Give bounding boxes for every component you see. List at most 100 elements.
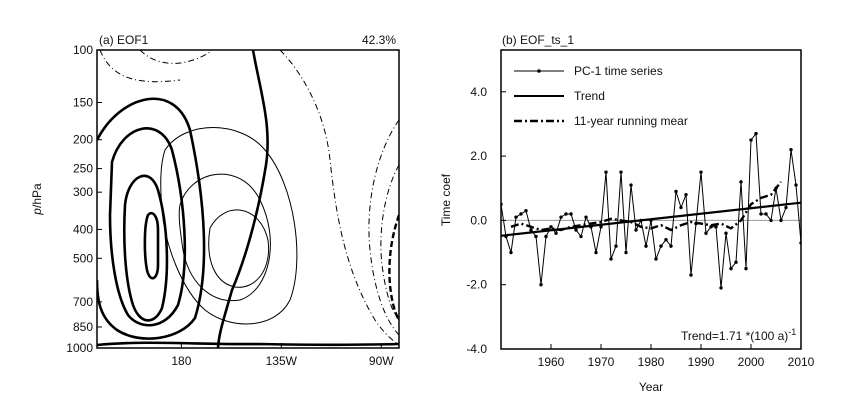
- series-line-0: [501, 132, 801, 288]
- pc1-data-point: [524, 209, 528, 213]
- panel-a-yticks: 100 150 200 250 300 400 500 700 850 1000: [66, 43, 102, 355]
- panel-a-ytick-label: 850: [73, 320, 93, 334]
- panel-a-ytick-label: 700: [73, 295, 93, 309]
- panel-a-label: (a) EOF1: [99, 33, 149, 47]
- panel-a-ytick-label: 250: [73, 162, 93, 176]
- trend-annotation-exponent: -1: [788, 327, 796, 337]
- pc1-data-point: [674, 189, 678, 194]
- pc1-data-point: [759, 212, 763, 216]
- pc1-data-point: [644, 244, 648, 248]
- panel-a-variance: 42.3%: [362, 33, 396, 47]
- panel-a-ylabel: p/hPa: [30, 183, 44, 216]
- pc1-data-point: [534, 234, 538, 239]
- panel-b-xtick-label: 1970: [588, 355, 615, 369]
- pc1-data-point: [624, 250, 628, 255]
- contour-positive-2: [108, 127, 187, 327]
- pc1-data-point: [594, 250, 598, 255]
- pc1-data-point: [769, 218, 773, 223]
- pc1-data-point: [699, 170, 703, 174]
- contour-dashdot-5: [380, 164, 399, 321]
- pc1-data-point: [574, 228, 578, 232]
- trend-annotation: Trend=1.71 *(100 a)-1: [681, 327, 796, 343]
- pc1-data-point: [554, 231, 558, 235]
- pc1-data-point: [559, 215, 563, 219]
- pc1-data-point: [539, 282, 543, 287]
- contour-negative-2: [178, 173, 271, 302]
- contour-positive-1: [97, 97, 206, 340]
- contour-dashdot-2: [139, 50, 211, 64]
- panel-b-xtick-label: 1990: [688, 355, 715, 369]
- pc1-data-point: [599, 225, 603, 229]
- pc1-data-point: [604, 170, 608, 174]
- pc1-data-point: [679, 205, 683, 210]
- pc1-data-point: [529, 228, 533, 232]
- legend-label-trend: Trend: [574, 89, 605, 103]
- panel-b-ytick-label: 2.0: [470, 149, 487, 163]
- pc1-data-point: [584, 215, 588, 219]
- pc1-data-point: [569, 212, 573, 216]
- panel-b-xtick-label: 1980: [638, 355, 665, 369]
- pc1-data-point: [739, 180, 743, 184]
- trend-annotation-text: Trend=1.71 *(100 a): [681, 329, 788, 343]
- pc1-data-point: [549, 225, 553, 229]
- panel-a-ytick-label: 500: [73, 251, 93, 265]
- contour-negative-1: [160, 127, 298, 325]
- panel-a-ylabel-rest: /hPa: [30, 183, 44, 208]
- panel-b-ytick-label: -4.0: [466, 342, 487, 356]
- pc1-data-point: [514, 215, 518, 219]
- series-group: [501, 131, 801, 290]
- panel-b-label: (b) EOF_ts_1: [502, 33, 574, 47]
- pc1-data-point: [734, 260, 738, 264]
- panel-b-xtick-label: 2010: [788, 355, 815, 369]
- panel-b-yticks: -4.0 -2.0 0.0 2.0 4.0: [466, 85, 506, 356]
- pc1-data-point: [714, 225, 718, 229]
- pc1-data-point: [629, 183, 633, 187]
- pc1-data-point: [659, 244, 663, 248]
- panel-a-xtick-label: 135W: [266, 354, 298, 368]
- panel-b-xlabel: Year: [639, 380, 663, 394]
- pc1-data-point: [684, 192, 688, 197]
- panel-a-xticks: 180 135W 90W: [171, 343, 394, 368]
- pc1-data-point: [724, 231, 728, 235]
- pc1-data-point: [619, 170, 623, 174]
- legend-label-pc1: PC-1 time series: [574, 64, 663, 78]
- pc1-data-point: [689, 273, 693, 277]
- panel-b-ytick-label: 0.0: [470, 213, 487, 227]
- panel-b-xticks: 1960 1970 1980 1990 2000 2010: [538, 344, 815, 369]
- pc1-data-point: [754, 131, 758, 136]
- panel-a-ylabel-italic: p: [30, 208, 44, 216]
- pc1-data-point: [654, 257, 658, 261]
- panel-a-xtick-label: 90W: [369, 354, 394, 368]
- contour-zero-line: [216, 50, 269, 348]
- pc1-data-point: [564, 212, 568, 216]
- panel-b-xtick-label: 1960: [538, 355, 565, 369]
- contour-negative-3: [208, 209, 270, 288]
- contour-positive-4: [143, 211, 160, 280]
- panel-a-xtick-label: 180: [171, 354, 191, 368]
- pc1-data-point: [729, 266, 733, 271]
- contour-dashdot-4: [368, 119, 399, 336]
- panel-a-frame: [96, 49, 400, 349]
- panel-a-ytick-label: 400: [73, 222, 93, 236]
- pc1-data-point: [579, 234, 583, 239]
- panel-a-ytick-label: 150: [73, 95, 93, 109]
- pc1-data-point: [609, 257, 613, 261]
- pc1-data-point: [744, 266, 748, 271]
- panel-b-ytick-label: 4.0: [470, 85, 487, 99]
- pc1-data-point: [789, 147, 793, 152]
- pc1-data-point: [544, 234, 548, 239]
- pc1-data-point: [664, 237, 668, 242]
- pc1-data-point: [634, 228, 638, 232]
- series-line-1: [501, 201, 801, 237]
- panel-b-ylabel: Time coef: [439, 173, 453, 226]
- legend: PC-1 time series Trend 11-year running m…: [514, 64, 688, 128]
- panel-a-ytick-label: 200: [73, 133, 93, 147]
- legend-marker-pc1: [537, 69, 541, 73]
- pc1-data-point: [669, 244, 673, 248]
- eof-timeseries-panel: -4.0 -2.0 0.0 2.0 4.0 1960 1970 1980 1990 2000 20…: [439, 33, 815, 394]
- pc1-data-point: [719, 286, 723, 290]
- contour-dashdot-3: [279, 50, 399, 346]
- panel-b-xtick-label: 2000: [738, 355, 765, 369]
- pc1-data-point: [764, 212, 768, 216]
- pc1-data-point: [509, 250, 513, 255]
